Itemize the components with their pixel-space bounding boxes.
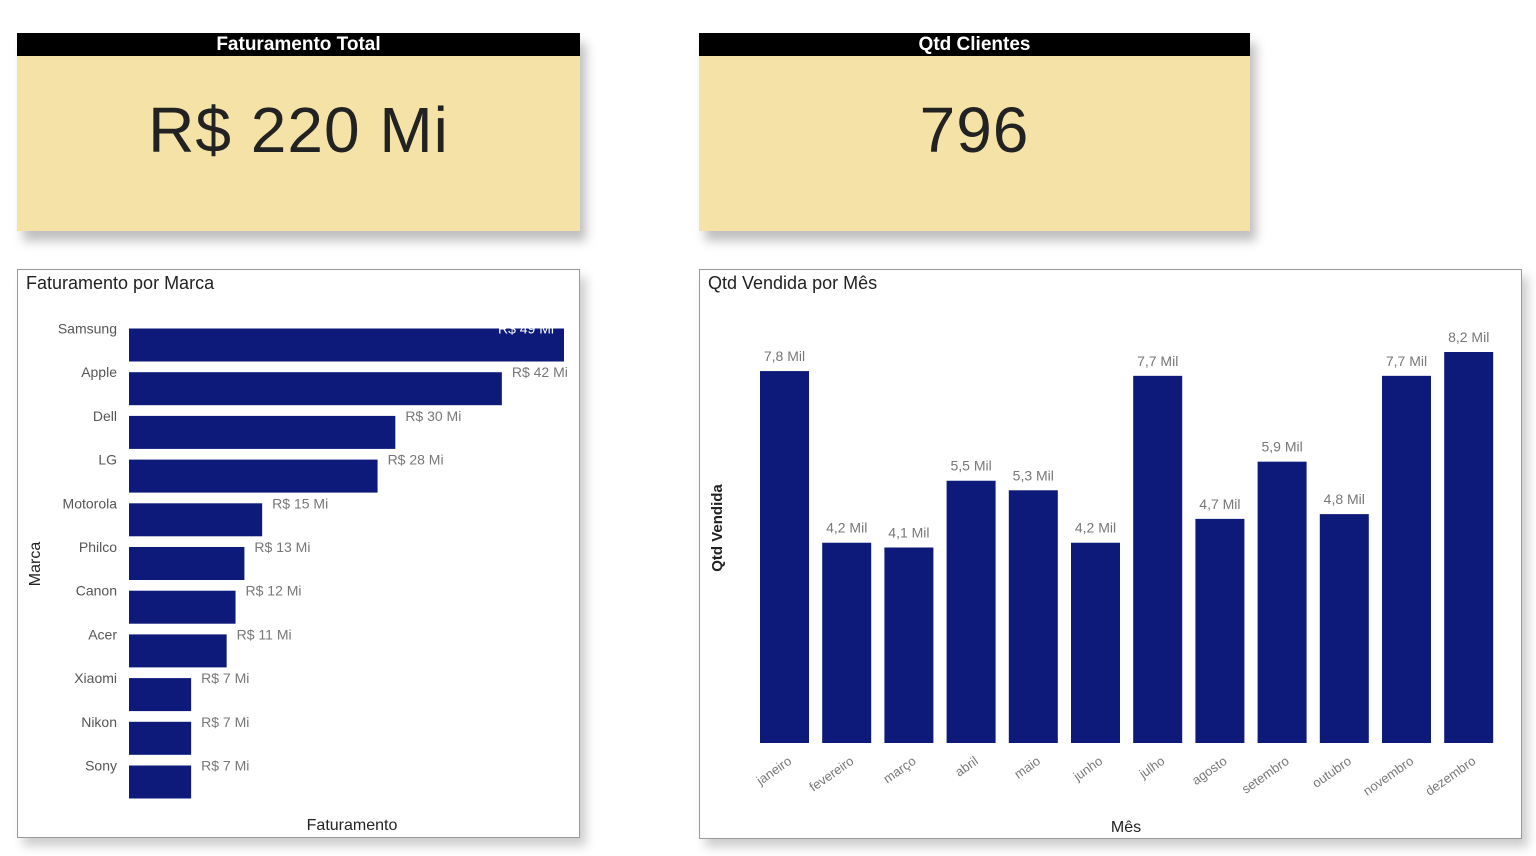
category-label: Acer (88, 626, 117, 642)
data-label: 4,2 Mil (826, 520, 867, 536)
bar (129, 721, 192, 755)
chart-qtd-vendida-por-mes: Qtd Vendida por Mês 7,8 Mil janeiro 4,2 Mi… (699, 269, 1522, 839)
chart-title: Qtd Vendida por Mês (708, 273, 878, 293)
category-label: Apple (81, 364, 117, 380)
category-label: Nikon (81, 714, 117, 730)
category-label: fevereiro (806, 753, 856, 794)
category-label: outubro (1309, 753, 1354, 791)
kpi-value: R$ 220 Mi (148, 94, 449, 166)
data-label: 7,8 Mil (764, 348, 805, 364)
bar (760, 371, 809, 743)
data-label: 5,9 Mil (1261, 439, 1302, 455)
category-label: agosto (1189, 753, 1230, 788)
data-label: R$ 28 Mi (388, 452, 444, 468)
data-label: R$ 7 Mi (201, 714, 249, 730)
category-label: março (880, 753, 918, 786)
data-label: R$ 12 Mi (246, 583, 302, 599)
x-axis-title: Faturamento (307, 817, 398, 834)
kpi-title: Faturamento Total (17, 33, 580, 56)
bar (129, 678, 192, 712)
category-label: dezembro (1422, 753, 1478, 798)
bar (822, 542, 872, 743)
category-label: Sony (85, 758, 117, 774)
bar (129, 415, 396, 449)
data-label: 4,2 Mil (1075, 520, 1116, 536)
bar (129, 372, 502, 406)
data-label: 7,7 Mil (1137, 353, 1178, 369)
category-label: Samsung (58, 321, 117, 337)
data-label: 5,3 Mil (1013, 467, 1054, 483)
bar (129, 328, 564, 362)
bar (1319, 514, 1369, 743)
bar (129, 590, 236, 624)
category-label: LG (98, 452, 117, 468)
data-label: 8,2 Mil (1448, 329, 1489, 345)
category-label: Philco (79, 539, 117, 555)
bar (1382, 375, 1431, 743)
kpi-title: Qtd Clientes (699, 33, 1250, 56)
kpi-value: 796 (919, 94, 1030, 166)
chart-title: Faturamento por Marca (26, 273, 215, 293)
bar (129, 765, 192, 799)
data-label: R$ 11 Mi (237, 626, 292, 642)
bar (129, 634, 227, 668)
category-label: maio (1011, 753, 1043, 781)
category-label: julho (1135, 753, 1167, 782)
kpi-card-faturamento: Faturamento Total R$ 220 Mi (17, 33, 580, 231)
category-label: janeiro (753, 753, 794, 788)
kpi-card-clientes: Qtd Clientes 796 (699, 33, 1250, 231)
data-label: R$ 30 Mi (405, 408, 461, 424)
data-label: R$ 13 Mi (254, 539, 310, 555)
category-label: Dell (93, 408, 117, 424)
y-axis-title: Marca (27, 542, 44, 587)
bar (129, 547, 245, 580)
bar (1444, 352, 1494, 743)
category-label: Motorola (63, 495, 118, 511)
bar (884, 547, 934, 743)
data-label: R$ 15 Mi (272, 495, 328, 511)
data-label: 4,8 Mil (1324, 491, 1365, 507)
chart-faturamento-por-marca: Faturamento por Marca Samsung R$ 49 Mi App… (17, 269, 580, 838)
data-label: R$ 7 Mi (201, 758, 249, 774)
data-label: 5,5 Mil (950, 458, 991, 474)
category-label: Xiaomi (74, 670, 117, 686)
bar (1195, 518, 1245, 743)
bar (1071, 542, 1120, 743)
bar (1008, 490, 1058, 743)
data-label: R$ 7 Mi (201, 670, 249, 686)
bar (1257, 461, 1307, 743)
vbar-svg: 7,8 Mil janeiro 4,2 Mil fevereiro 4,1 Mil mar… (709, 329, 1494, 836)
category-label: junho (1070, 753, 1105, 784)
data-label: 4,1 Mil (888, 525, 929, 541)
category-label: Canon (76, 583, 117, 599)
bar (946, 480, 996, 743)
data-label: R$ 49 Mi (498, 321, 554, 337)
bar (129, 459, 378, 493)
hbar-svg: Samsung R$ 49 Mi Apple R$ 42 Mi Dell R$ 30 Mi… (27, 321, 568, 835)
y-axis-title: Qtd Vendida (709, 484, 726, 572)
category-label: abril (952, 753, 981, 779)
x-axis-title: Mês (1111, 819, 1141, 836)
category-label: novembro (1360, 753, 1416, 798)
data-label: 7,7 Mil (1386, 353, 1427, 369)
data-label: R$ 42 Mi (512, 364, 568, 380)
data-label: 4,7 Mil (1199, 496, 1240, 512)
bar (1133, 375, 1183, 743)
bar (129, 503, 263, 537)
category-label: setembro (1239, 753, 1292, 796)
